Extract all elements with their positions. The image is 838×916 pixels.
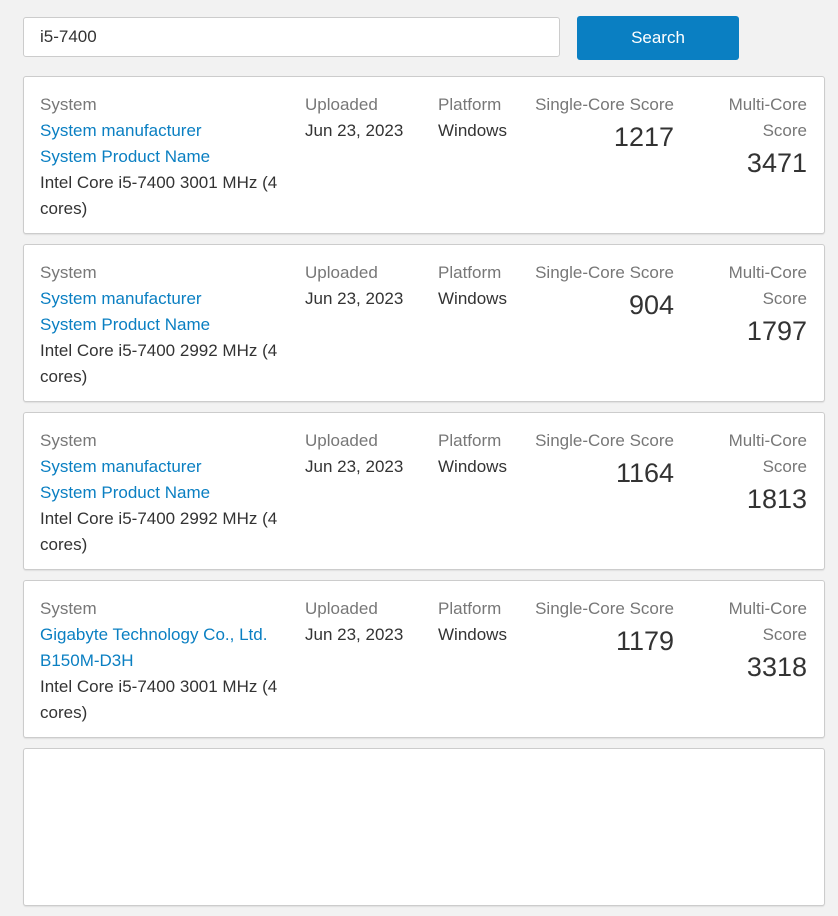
single-core-column: Single-Core Score 1217: [534, 92, 674, 152]
multi-core-label: Multi-Core Score: [728, 599, 807, 644]
multi-core-score: 3318: [746, 652, 807, 682]
platform-value: Windows: [438, 121, 507, 140]
system-label: System: [40, 263, 97, 282]
system-link[interactable]: System Product Name: [40, 483, 211, 502]
multi-core-score: 1813: [746, 484, 807, 514]
uploaded-label: Uploaded: [305, 599, 378, 618]
uploaded-date: Jun 23, 2023: [305, 457, 404, 476]
multi-core-column: Multi-Core Score 1797: [687, 260, 807, 346]
cpu-info: Intel Core i5-7400 2992 MHz (4 cores): [40, 341, 278, 386]
platform-column: Platform Windows: [438, 596, 558, 648]
single-core-label: Single-Core Score: [535, 599, 674, 618]
single-core-label: Single-Core Score: [535, 263, 674, 282]
uploaded-date: Jun 23, 2023: [305, 625, 404, 644]
multi-core-label: Multi-Core Score: [728, 431, 807, 476]
uploaded-date: Jun 23, 2023: [305, 289, 404, 308]
system-link[interactable]: System manufacturer: [40, 121, 202, 140]
results-list: System System manufacturer System Product…: [23, 76, 825, 916]
uploaded-label: Uploaded: [305, 95, 378, 114]
system-link[interactable]: System Product Name: [40, 147, 211, 166]
platform-label: Platform: [438, 599, 502, 618]
cpu-info: Intel Core i5-7400 3001 MHz (4 cores): [40, 677, 278, 722]
platform-column: Platform Windows: [438, 428, 558, 480]
platform-column: Platform Windows: [438, 260, 558, 312]
multi-core-column: Multi-Core Score 3318: [687, 596, 807, 682]
result-card-partial: [23, 748, 825, 906]
platform-value: Windows: [438, 457, 507, 476]
platform-value: Windows: [438, 289, 507, 308]
uploaded-column: Uploaded Jun 23, 2023: [305, 428, 415, 480]
platform-label: Platform: [438, 95, 502, 114]
system-label: System: [40, 431, 97, 450]
system-link[interactable]: System manufacturer: [40, 457, 202, 476]
multi-core-score: 1797: [746, 316, 807, 346]
multi-core-label: Multi-Core Score: [728, 95, 807, 140]
single-core-column: Single-Core Score 904: [534, 260, 674, 320]
single-core-score: 1217: [613, 122, 674, 152]
uploaded-column: Uploaded Jun 23, 2023: [305, 92, 415, 144]
search-button[interactable]: Search: [577, 16, 739, 60]
system-column: System Gigabyte Technology Co., Ltd. B15…: [40, 596, 290, 726]
single-core-score: 1179: [615, 626, 674, 656]
system-column: System System manufacturer System Product…: [40, 260, 290, 390]
system-label: System: [40, 599, 97, 618]
single-core-label: Single-Core Score: [535, 95, 674, 114]
result-card: System Gigabyte Technology Co., Ltd. B15…: [23, 580, 825, 738]
uploaded-label: Uploaded: [305, 263, 378, 282]
system-link[interactable]: System manufacturer: [40, 289, 202, 308]
uploaded-label: Uploaded: [305, 431, 378, 450]
single-core-column: Single-Core Score 1164: [534, 428, 674, 488]
system-column: System System manufacturer System Product…: [40, 92, 290, 222]
platform-value: Windows: [438, 625, 507, 644]
multi-core-column: Multi-Core Score 1813: [687, 428, 807, 514]
platform-label: Platform: [438, 263, 502, 282]
system-label: System: [40, 95, 97, 114]
uploaded-column: Uploaded Jun 23, 2023: [305, 596, 415, 648]
single-core-score: 904: [628, 290, 674, 320]
result-card: System System manufacturer System Product…: [23, 412, 825, 570]
cpu-info: Intel Core i5-7400 3001 MHz (4 cores): [40, 173, 278, 218]
result-card: System System manufacturer System Product…: [23, 244, 825, 402]
single-core-column: Single-Core Score 1179: [534, 596, 674, 656]
system-link[interactable]: System Product Name: [40, 315, 211, 334]
system-link[interactable]: Gigabyte Technology Co., Ltd. B150M-D3H: [40, 625, 268, 670]
search-input[interactable]: [23, 17, 560, 57]
platform-column: Platform Windows: [438, 92, 558, 144]
multi-core-label: Multi-Core Score: [728, 263, 807, 308]
uploaded-column: Uploaded Jun 23, 2023: [305, 260, 415, 312]
system-column: System System manufacturer System Product…: [40, 428, 290, 558]
platform-label: Platform: [438, 431, 502, 450]
multi-core-score: 3471: [746, 148, 807, 178]
uploaded-date: Jun 23, 2023: [305, 121, 404, 140]
single-core-score: 1164: [615, 458, 674, 488]
multi-core-column: Multi-Core Score 3471: [687, 92, 807, 178]
cpu-info: Intel Core i5-7400 2992 MHz (4 cores): [40, 509, 278, 554]
single-core-label: Single-Core Score: [535, 431, 674, 450]
result-card: System System manufacturer System Product…: [23, 76, 825, 234]
